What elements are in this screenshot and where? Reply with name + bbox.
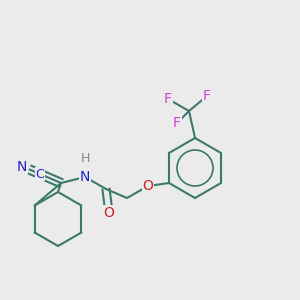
Text: H: H (80, 152, 90, 166)
Text: F: F (173, 116, 181, 130)
Text: O: O (103, 206, 115, 220)
Text: N: N (80, 170, 90, 184)
Text: O: O (142, 179, 154, 193)
Text: C: C (36, 167, 44, 181)
Text: F: F (164, 92, 172, 106)
Text: N: N (17, 160, 27, 173)
Text: F: F (203, 89, 211, 103)
